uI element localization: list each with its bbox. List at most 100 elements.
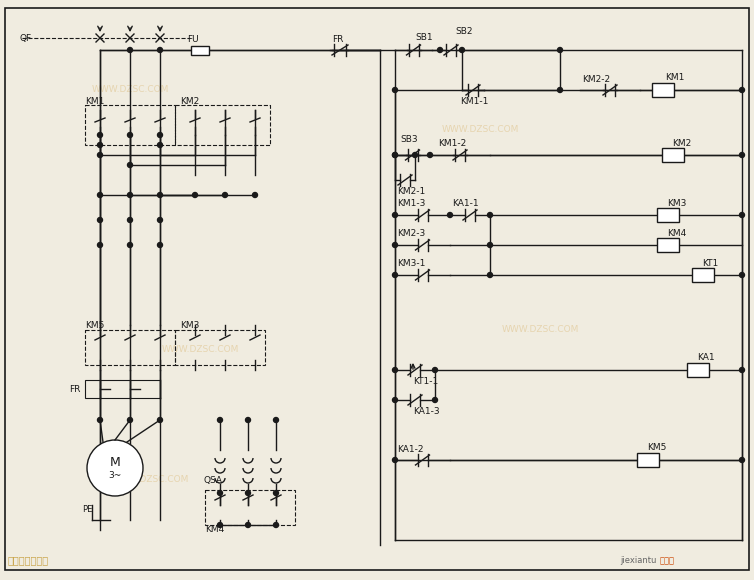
Circle shape xyxy=(459,48,464,53)
Circle shape xyxy=(97,143,103,147)
Circle shape xyxy=(740,368,744,372)
Circle shape xyxy=(127,418,133,422)
Text: SB2: SB2 xyxy=(455,27,473,37)
Circle shape xyxy=(246,418,250,422)
Circle shape xyxy=(393,153,397,158)
Circle shape xyxy=(158,193,163,198)
Circle shape xyxy=(217,418,222,422)
Bar xyxy=(85,105,175,145)
Text: QSA: QSA xyxy=(203,476,222,484)
Circle shape xyxy=(127,193,133,198)
Circle shape xyxy=(127,218,133,223)
Circle shape xyxy=(393,368,397,372)
Circle shape xyxy=(274,523,278,527)
Circle shape xyxy=(428,153,433,158)
Text: KM1: KM1 xyxy=(85,96,104,106)
Text: M: M xyxy=(109,455,121,469)
Circle shape xyxy=(393,153,397,158)
Text: 3~: 3~ xyxy=(109,470,121,480)
Circle shape xyxy=(97,218,103,223)
Text: WWW.DZSC.COM: WWW.DZSC.COM xyxy=(441,125,519,135)
Bar xyxy=(657,238,679,252)
Text: KM3: KM3 xyxy=(180,321,199,331)
Circle shape xyxy=(217,491,222,495)
Circle shape xyxy=(246,523,250,527)
Circle shape xyxy=(488,242,492,248)
Bar xyxy=(85,380,160,398)
Text: KM1-2: KM1-2 xyxy=(438,140,466,148)
Circle shape xyxy=(217,523,222,527)
Circle shape xyxy=(488,273,492,277)
Circle shape xyxy=(253,193,258,198)
Bar xyxy=(652,83,674,97)
Circle shape xyxy=(97,132,103,137)
Circle shape xyxy=(393,273,397,277)
Circle shape xyxy=(158,143,163,147)
Circle shape xyxy=(393,88,397,92)
Text: WWW.DZSC.COM: WWW.DZSC.COM xyxy=(91,85,169,95)
Circle shape xyxy=(740,153,744,158)
Bar xyxy=(85,330,175,365)
Circle shape xyxy=(393,397,397,403)
Circle shape xyxy=(740,273,744,277)
Circle shape xyxy=(448,212,452,218)
Bar xyxy=(662,148,684,162)
Text: KT1-1: KT1-1 xyxy=(413,378,438,386)
Text: KM2-1: KM2-1 xyxy=(397,187,425,197)
Circle shape xyxy=(393,242,397,248)
Circle shape xyxy=(97,153,103,158)
Text: KM5: KM5 xyxy=(85,321,104,331)
Circle shape xyxy=(433,397,437,403)
Text: KT1: KT1 xyxy=(702,259,719,267)
Circle shape xyxy=(557,88,562,92)
Circle shape xyxy=(393,458,397,462)
Text: FR: FR xyxy=(332,34,343,44)
Bar xyxy=(637,453,659,467)
Circle shape xyxy=(274,418,278,422)
Text: KM4: KM4 xyxy=(205,525,224,535)
Circle shape xyxy=(87,440,143,496)
Circle shape xyxy=(740,212,744,218)
Text: KM2: KM2 xyxy=(180,96,199,106)
Text: KM3-1: KM3-1 xyxy=(397,259,425,269)
Text: KM2: KM2 xyxy=(672,139,691,147)
Text: WWW.DZSC.COM: WWW.DZSC.COM xyxy=(161,346,239,354)
Circle shape xyxy=(274,491,278,495)
Circle shape xyxy=(127,162,133,168)
Text: KM3: KM3 xyxy=(667,198,686,208)
Text: FR: FR xyxy=(69,385,80,393)
Bar xyxy=(191,45,209,55)
Text: FU: FU xyxy=(187,35,198,45)
Circle shape xyxy=(127,242,133,248)
Bar xyxy=(657,208,679,222)
Circle shape xyxy=(740,88,744,92)
Bar xyxy=(687,363,709,377)
Bar xyxy=(205,490,295,525)
Text: 摄伏图: 摄伏图 xyxy=(660,556,675,565)
Text: KM2-3: KM2-3 xyxy=(397,230,425,238)
Circle shape xyxy=(97,242,103,248)
Bar xyxy=(692,268,714,282)
Text: KA1-2: KA1-2 xyxy=(397,444,424,454)
Text: WWW.DZSC.COM: WWW.DZSC.COM xyxy=(112,476,188,484)
Circle shape xyxy=(437,48,443,53)
Text: KM1-3: KM1-3 xyxy=(397,200,425,208)
Circle shape xyxy=(557,48,562,53)
Circle shape xyxy=(158,242,163,248)
Text: 维库电子市场网: 维库电子市场网 xyxy=(8,555,49,565)
Circle shape xyxy=(97,193,103,198)
Circle shape xyxy=(433,368,437,372)
Text: KA1: KA1 xyxy=(697,353,715,362)
Text: SB3: SB3 xyxy=(400,136,418,144)
Text: KM4: KM4 xyxy=(667,229,686,237)
Circle shape xyxy=(393,212,397,218)
Text: WWW.DZSC.COM: WWW.DZSC.COM xyxy=(501,325,578,335)
Text: KA1-1: KA1-1 xyxy=(452,200,479,208)
Circle shape xyxy=(488,212,492,218)
Text: KM2-2: KM2-2 xyxy=(582,74,610,84)
Circle shape xyxy=(158,132,163,137)
Text: SB1: SB1 xyxy=(415,34,433,42)
Circle shape xyxy=(158,418,163,422)
Text: KM1-1: KM1-1 xyxy=(460,97,489,107)
Text: KM1: KM1 xyxy=(665,74,685,82)
